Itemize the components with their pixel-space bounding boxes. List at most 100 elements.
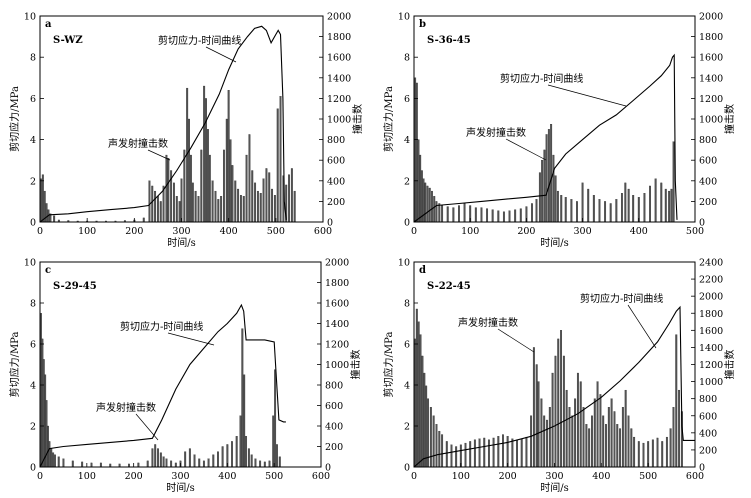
ae-bar: [438, 203, 441, 223]
ae-bar: [585, 424, 588, 468]
y-left-tick-label: 2: [30, 422, 36, 433]
ae-bar: [417, 321, 420, 468]
ae-bar: [431, 190, 433, 223]
y-left-tick-label: 6: [30, 94, 36, 105]
ae-bar: [598, 199, 601, 223]
ae-bar: [212, 454, 215, 468]
ae-bar: [550, 124, 553, 223]
x-tick-label: 300: [172, 226, 190, 237]
ae-bar: [576, 201, 578, 223]
ae-bar: [52, 452, 55, 468]
y-right-tick-label: 800: [699, 394, 717, 405]
ae-bar: [259, 460, 262, 468]
ae-bar: [616, 424, 619, 468]
ae-bar: [654, 178, 657, 223]
specimen-label: S-29-45: [53, 281, 97, 292]
x-tick-label: 400: [630, 226, 648, 237]
ae-bar: [271, 188, 274, 223]
ae-bar: [162, 456, 165, 468]
ae-bars: [414, 77, 675, 223]
ae-bar: [570, 199, 573, 223]
ae-bar: [446, 206, 449, 223]
plot-frame: [413, 15, 696, 223]
ae-bar: [194, 190, 197, 223]
ae-bar: [547, 129, 550, 223]
y-right-tick-label: 1200: [699, 94, 723, 105]
y-right-tick-label: 1200: [699, 360, 723, 371]
ae-bar: [450, 444, 453, 468]
stress-curve: [413, 305, 695, 468]
ae-bar: [414, 77, 417, 223]
x-tick-label: 400: [592, 471, 610, 482]
annotation-arrow: [505, 138, 547, 161]
y-right-tick-label: 2200: [699, 275, 723, 286]
panel-b: 0 100 200 300 400 500024681002004006008001000…: [382, 12, 736, 250]
panel-letter: a: [45, 19, 52, 30]
ae-bar: [428, 187, 431, 223]
panel-a: 0 100 200 300 400 500 600024681002004006008001…: [8, 12, 364, 250]
ae-bar: [548, 407, 551, 468]
ae-bar: [435, 424, 438, 468]
ae-bar: [154, 444, 157, 468]
y-right-tick-label: 1600: [699, 326, 723, 337]
ae-bar: [274, 369, 277, 468]
ae-bar: [497, 436, 500, 468]
ae-bar: [627, 415, 630, 468]
specimen-label: S-22-45: [427, 281, 471, 292]
ae-bar: [41, 174, 44, 223]
ae-bar: [661, 441, 664, 468]
ae-bar: [175, 196, 178, 223]
ae-bar: [262, 178, 265, 223]
ae-bar: [180, 178, 183, 223]
ae-bar: [154, 190, 157, 223]
ae-bar: [445, 441, 448, 468]
y-right-tick-label: 200: [327, 197, 345, 208]
ae-bar: [225, 118, 228, 223]
ae-bar: [290, 168, 293, 223]
ae-bar: [438, 430, 441, 468]
ae-bar: [217, 451, 219, 468]
y-left-tick-label: 0: [30, 463, 36, 474]
x-tick-label: 300: [574, 226, 592, 237]
plot-frame: [39, 261, 322, 468]
x-tick-label: 400: [218, 471, 236, 482]
ae-bar: [151, 185, 154, 223]
ae-bar: [157, 448, 159, 468]
y-right-tick-label: 1800: [699, 309, 723, 320]
y-left-tick-label: 0: [404, 463, 410, 474]
ae-bars: [39, 313, 281, 468]
ae-bar: [273, 195, 276, 223]
y-left-tick-label: 0: [30, 218, 36, 229]
ae-bar: [624, 182, 627, 223]
ae-bar: [530, 415, 533, 468]
ae-bar: [214, 190, 217, 223]
y-right-tick-label: 1400: [327, 73, 351, 84]
ae-bar: [424, 182, 427, 223]
ae-bar: [165, 154, 168, 223]
y-left-tick-label: 8: [30, 299, 36, 310]
x-tick-label: 500: [639, 471, 657, 482]
ae-bar: [191, 182, 194, 223]
ae-bar: [593, 398, 596, 468]
ae-bar: [251, 170, 254, 223]
ae-bar: [455, 446, 458, 468]
y-right-tick-label: 1800: [699, 32, 723, 43]
ae-bar: [546, 419, 548, 468]
ae-bar: [278, 456, 281, 468]
y-right-tick-label: 1000: [327, 115, 351, 126]
annotation-arrow: [547, 84, 627, 107]
ae-bar: [670, 188, 673, 223]
y-right-tick-label: 200: [699, 197, 717, 208]
ae-bar: [441, 434, 444, 468]
ae-bar: [483, 437, 486, 468]
ae-bar: [610, 398, 613, 468]
panel-c: 0 100 200 300 400 500 600024681002004006008001…: [8, 258, 362, 495]
ae-bar: [574, 398, 577, 468]
ae-bar: [609, 203, 612, 223]
ae-bar: [241, 328, 244, 468]
x-tick-label: 200: [517, 226, 535, 237]
ae-bar: [592, 195, 595, 223]
ae-bar: [491, 209, 494, 223]
ae-bar: [591, 415, 593, 468]
ae-bar: [254, 458, 257, 468]
